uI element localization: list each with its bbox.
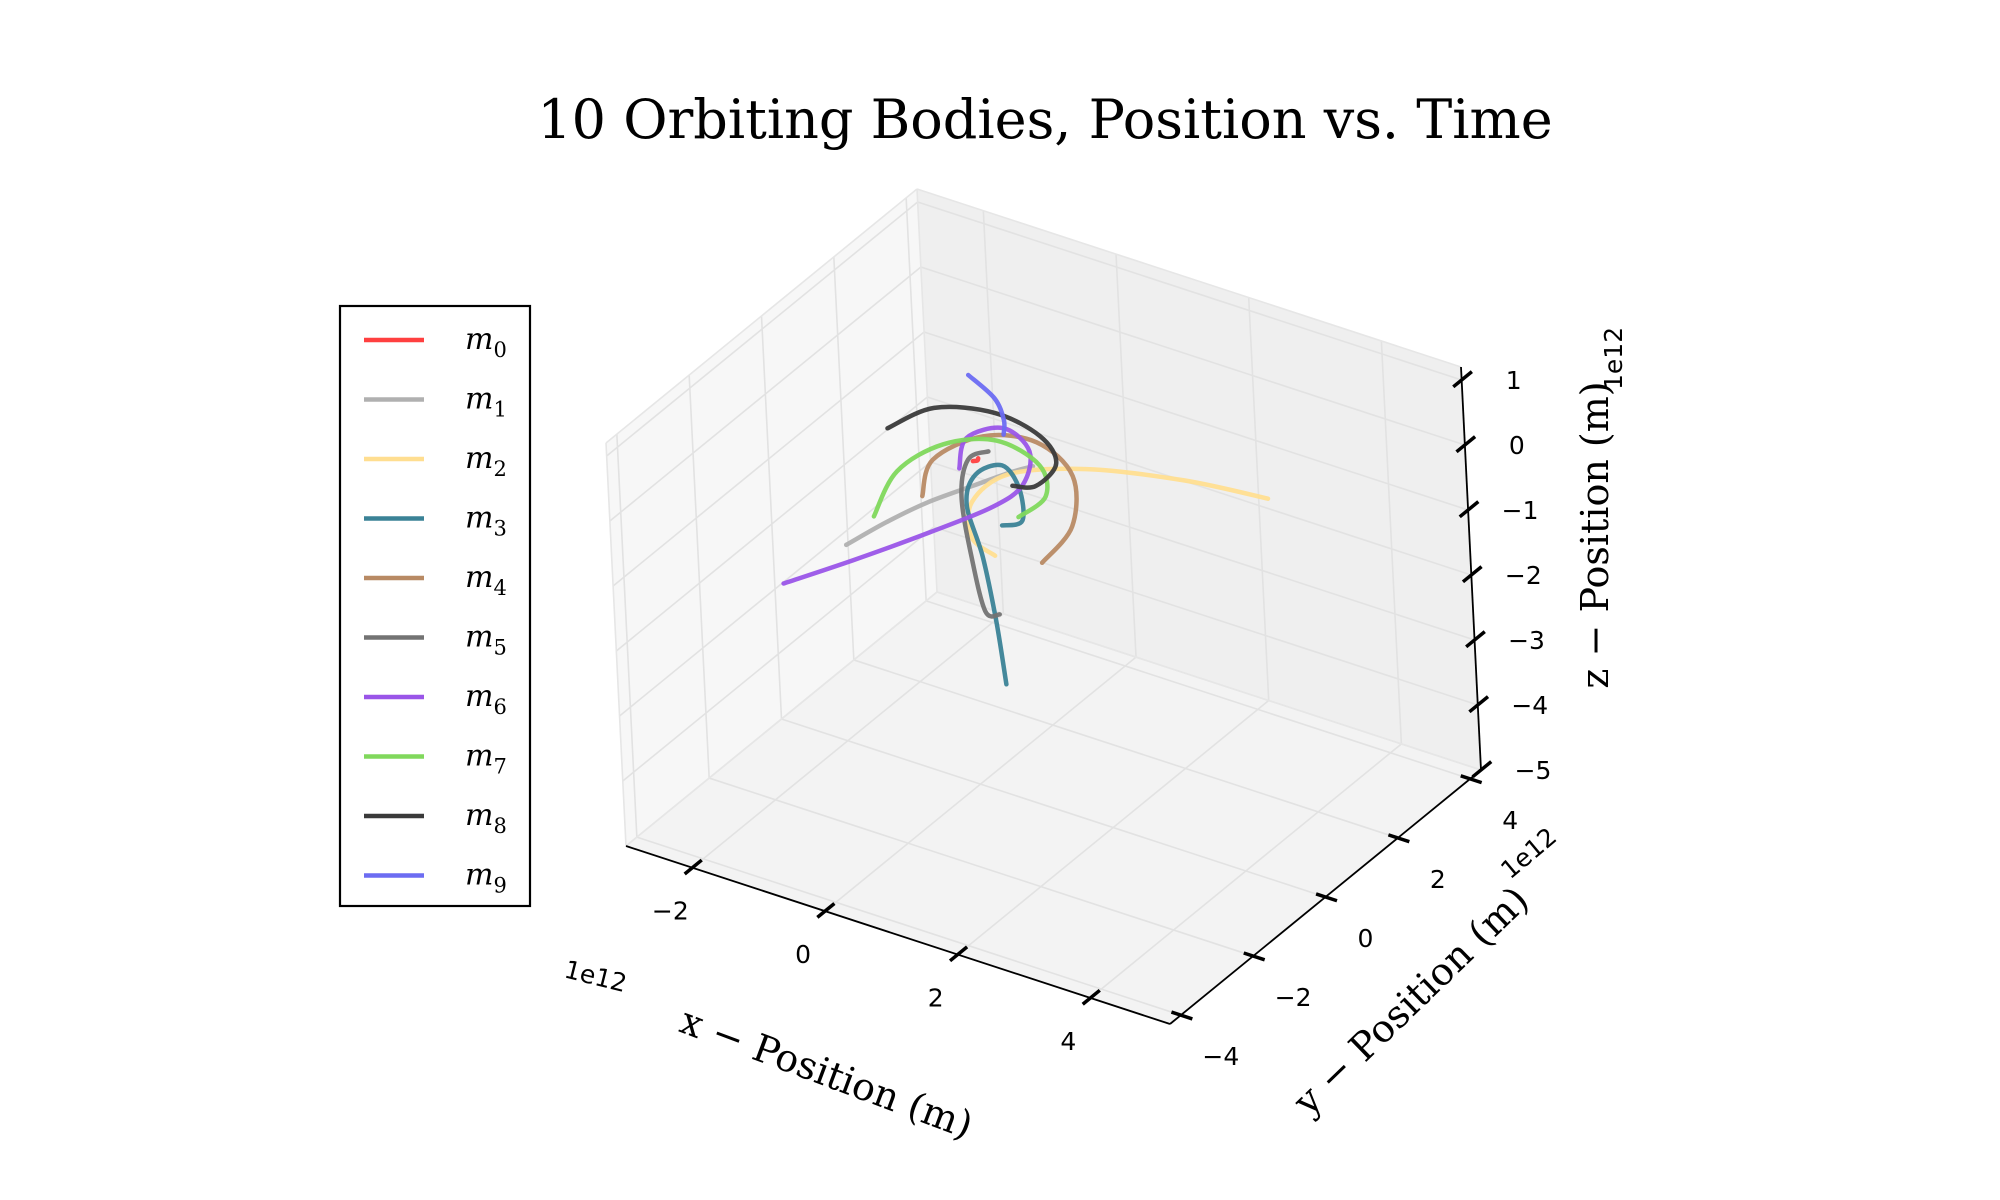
x-axis-line <box>625 845 1171 1025</box>
grid-line-x <box>1115 254 1137 658</box>
z-tick-label: −5 <box>1515 756 1552 785</box>
z-tick-label: −2 <box>1505 561 1542 590</box>
grid-line-y <box>781 718 1326 898</box>
legend-label-m8: m8 <box>465 798 507 838</box>
legend-frame <box>338 304 532 908</box>
legend-label-m4: m4 <box>465 560 507 600</box>
legend-label-m0: m0 <box>465 322 507 362</box>
z-tick-mark <box>1455 435 1477 454</box>
x-tick-label: −2 <box>652 897 689 926</box>
grid-line-z <box>923 331 1469 511</box>
z-tick-label: 0 <box>1509 431 1525 460</box>
series-line-m5 <box>959 449 1002 619</box>
x-tick-mark <box>948 945 969 963</box>
series-line-m0 <box>970 456 981 464</box>
z-axis-label: z − Position (m) <box>1573 381 1617 688</box>
y-tick-label: 4 <box>1502 806 1518 835</box>
y-tick-label: 2 <box>1430 865 1446 894</box>
y-tick-mark <box>1243 951 1266 962</box>
chart-title: 10 Orbiting Bodies, Position vs. Time <box>537 88 1552 151</box>
z-tick-mark <box>1468 695 1490 714</box>
z-tick-label: −3 <box>1508 626 1545 655</box>
series-line-m2 <box>965 466 1271 558</box>
z-tick-mark <box>1461 565 1483 584</box>
y-tick-mark <box>1460 774 1483 785</box>
grid-line-z <box>615 396 928 652</box>
legend-label-m9: m9 <box>465 858 507 898</box>
legend-label-m5: m5 <box>465 620 507 660</box>
back-pane <box>917 189 1481 770</box>
z-tick-mark <box>1452 370 1473 389</box>
grid-line-x <box>1380 340 1403 744</box>
grid-line-y <box>708 777 1254 957</box>
series-line-m7 <box>871 436 1050 520</box>
grid-line-z <box>612 331 925 587</box>
grid-line-y <box>833 256 855 660</box>
grid-line-x <box>1247 297 1270 701</box>
grid-line-z <box>927 396 1472 576</box>
z-tick-mark <box>1465 630 1486 649</box>
grid-line-y <box>853 659 1399 839</box>
legend-label-m1: m1 <box>465 382 507 422</box>
grid-line-z <box>609 266 922 522</box>
legend: m0 m1 m2 m3 m4 m5 m6 m7 m8 m9 <box>338 304 532 908</box>
axis-panes <box>606 189 1481 1024</box>
legend-label-m7: m7 <box>465 739 507 779</box>
grid-line-z <box>606 201 919 457</box>
pane-edge <box>936 591 1482 771</box>
x-axis-label: x − Position (m) <box>674 998 978 1147</box>
legend-label-m3: m3 <box>465 501 507 541</box>
pane-edge <box>625 591 938 847</box>
legend-label-m2: m2 <box>465 441 507 481</box>
pane-edge <box>916 188 938 593</box>
pane-edge <box>605 188 918 444</box>
grid-line-z <box>920 266 1466 446</box>
series-line-m4 <box>920 432 1079 566</box>
legend-label-m6: m6 <box>465 679 507 719</box>
y-tick-mark <box>1315 892 1338 903</box>
y-tick-mark <box>1170 1010 1193 1021</box>
grid-line-y <box>636 836 1182 1016</box>
grid-line-y <box>925 600 1471 780</box>
z-tick-label: 1 <box>1506 366 1522 395</box>
x-tick-mark <box>683 858 703 876</box>
grid-line-z <box>917 201 1462 381</box>
x-tick-label: 0 <box>795 940 811 969</box>
x-tick-label: 2 <box>928 984 944 1013</box>
y-axis-label: y − Position (m) <box>1284 878 1537 1125</box>
axis-ticks: −2 0 2 4 −4 −2 0 2 4 −5 −4 −3 −2 −1 0 1 <box>652 366 1552 1071</box>
x-axis-multiplier: 1e12 <box>562 955 630 998</box>
series-layer <box>781 372 1271 687</box>
z-tick-label: −4 <box>1511 691 1548 720</box>
z-axis-multiplier: 1e12 <box>1599 327 1628 390</box>
series-line-m8 <box>885 404 1059 490</box>
y-tick-label: −2 <box>1275 983 1312 1012</box>
series-line-m9 <box>965 372 1007 437</box>
z-tick-mark <box>1471 760 1493 779</box>
y-tick-label: 0 <box>1358 924 1374 953</box>
x-tick-label: 4 <box>1060 1027 1076 1056</box>
x-tick-mark <box>816 902 836 919</box>
series-line-m3 <box>964 462 1026 687</box>
pane-edge <box>605 442 627 847</box>
z-tick-label: −1 <box>1502 496 1539 525</box>
y-tick-mark <box>1387 833 1410 844</box>
grid-line-z <box>933 526 1479 706</box>
grid-line-z <box>622 526 935 782</box>
y-tick-label: −4 <box>1202 1042 1239 1071</box>
x-tick-mark <box>1081 988 1101 1006</box>
pane-edge <box>916 188 1462 368</box>
grid-line-y <box>760 315 783 720</box>
grid-line-y <box>616 434 638 838</box>
z-tick-mark <box>1458 500 1480 519</box>
grid-line-y <box>688 375 710 779</box>
